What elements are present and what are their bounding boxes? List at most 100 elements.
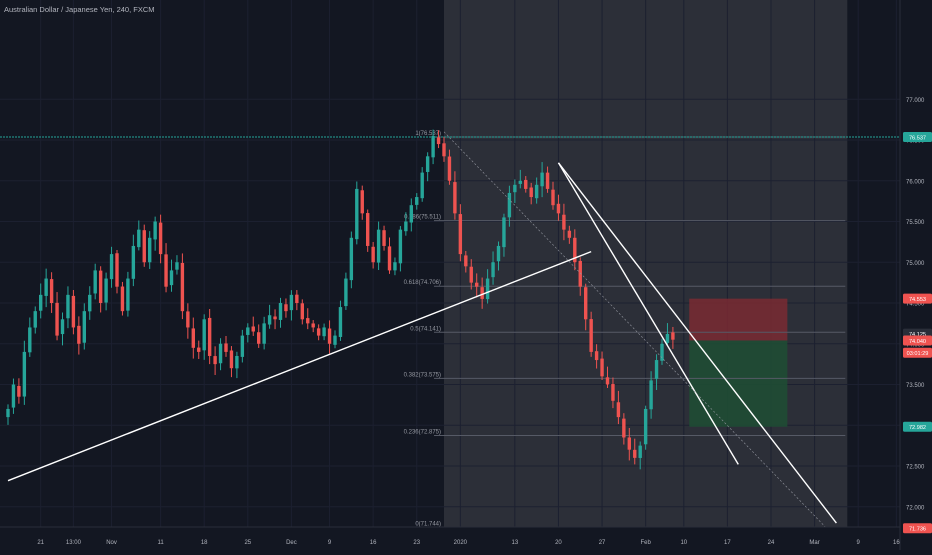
candle-body — [131, 245, 136, 279]
time-tick-label: Nov — [106, 540, 117, 546]
candle-body — [224, 343, 228, 352]
candle-body — [257, 332, 261, 344]
candle-body — [137, 229, 141, 248]
candle-body — [66, 294, 70, 319]
fib-level-label: 0.5(74.141) — [410, 326, 441, 332]
candle-body — [158, 222, 163, 255]
candle-body — [191, 328, 195, 348]
candle-body — [475, 282, 479, 287]
candle-body — [186, 311, 190, 328]
price-tick-label: 74.500 — [906, 302, 925, 308]
candle-body — [496, 245, 501, 262]
candle-body — [393, 262, 397, 271]
time-tick-label: 25 — [244, 540, 251, 546]
trend-line[interactable] — [443, 131, 826, 528]
candle-body — [126, 278, 130, 311]
price-tag[interactable] — [903, 421, 932, 432]
candle-body — [491, 262, 495, 278]
candle-body — [404, 221, 408, 232]
fib-level-label: 0.786(75.511) — [404, 215, 441, 221]
time-tick-label: Mar — [809, 540, 819, 546]
candle-body — [507, 192, 512, 218]
time-tick-label: 21 — [37, 540, 44, 546]
price-tag[interactable] — [903, 347, 932, 358]
price-tag-label: 74.125 — [909, 332, 926, 338]
candle-body — [39, 294, 43, 311]
candle-body — [480, 287, 484, 299]
candle-body — [28, 327, 32, 353]
candle-body — [164, 254, 168, 287]
price-tick-label: 76.000 — [906, 179, 925, 185]
candle-body — [153, 221, 157, 240]
candle-body — [207, 317, 212, 356]
candle-body — [218, 343, 223, 364]
stop-loss-zone[interactable] — [689, 298, 788, 341]
candle-body — [518, 180, 522, 184]
take-profit-zone[interactable] — [689, 340, 788, 427]
price-tick-label: 75.500 — [906, 220, 925, 226]
trend-line[interactable] — [557, 162, 837, 524]
time-tick-label: 9 — [857, 540, 861, 546]
candle-body — [556, 203, 561, 214]
fib-level-label: 0.382(73.575) — [404, 372, 441, 378]
candle-body — [88, 294, 92, 312]
candle-body — [660, 343, 664, 361]
time-tick-label: 13:00 — [66, 540, 82, 546]
candle-body — [98, 270, 103, 303]
price-tag[interactable] — [903, 335, 932, 346]
candle-body — [349, 237, 354, 281]
candle-body — [77, 325, 81, 344]
candle-body — [17, 385, 21, 397]
trend-line[interactable] — [557, 162, 739, 465]
candle-body — [398, 229, 403, 264]
candle-body — [502, 217, 506, 248]
candle-body — [300, 303, 304, 320]
price-tick-label: 75.000 — [906, 261, 925, 267]
candle-body — [387, 246, 392, 271]
price-tick-label: 77.000 — [906, 98, 925, 104]
candle-body — [6, 408, 10, 418]
candle-body — [366, 213, 370, 246]
candle-body — [262, 323, 266, 344]
candle-body — [622, 418, 626, 438]
candle-body — [382, 230, 386, 246]
price-tag-label: 03:01:29 — [907, 351, 929, 357]
fib-level-label: 1(76.537) — [415, 131, 441, 137]
candle-body — [611, 384, 615, 401]
time-tick-label: Feb — [640, 540, 651, 546]
candle-body — [415, 197, 419, 205]
price-tick-label: 72.000 — [906, 505, 925, 511]
price-tag-label: 76.537 — [909, 135, 926, 141]
candle-body — [311, 323, 315, 328]
candle-body — [355, 188, 359, 240]
price-tag[interactable] — [903, 131, 932, 142]
time-axis[interactable] — [0, 527, 932, 550]
candle-body — [327, 328, 332, 344]
price-axis[interactable] — [900, 0, 932, 550]
candle-body — [289, 294, 294, 311]
candle-body — [485, 278, 490, 300]
candle-body — [453, 182, 457, 214]
price-tag[interactable] — [903, 523, 932, 534]
candle-body — [213, 356, 217, 365]
candle-body — [469, 266, 473, 283]
candle-body — [431, 135, 435, 158]
candle-body — [251, 326, 255, 332]
candle-body — [371, 246, 375, 263]
candle-body — [409, 205, 413, 223]
candle-body — [447, 156, 452, 181]
candle-body — [240, 335, 245, 357]
time-tick-label: 2020 — [454, 540, 468, 546]
candle-body — [235, 355, 239, 369]
candle-body — [322, 327, 326, 337]
candle-body — [529, 187, 533, 198]
trend-line[interactable] — [7, 251, 592, 482]
candle-body — [229, 350, 234, 369]
candle-body — [11, 384, 16, 408]
candle-body — [458, 214, 463, 255]
candle-body — [654, 360, 659, 379]
candle-body — [71, 295, 76, 328]
candle-body — [22, 351, 27, 397]
price-tag[interactable] — [903, 293, 932, 304]
